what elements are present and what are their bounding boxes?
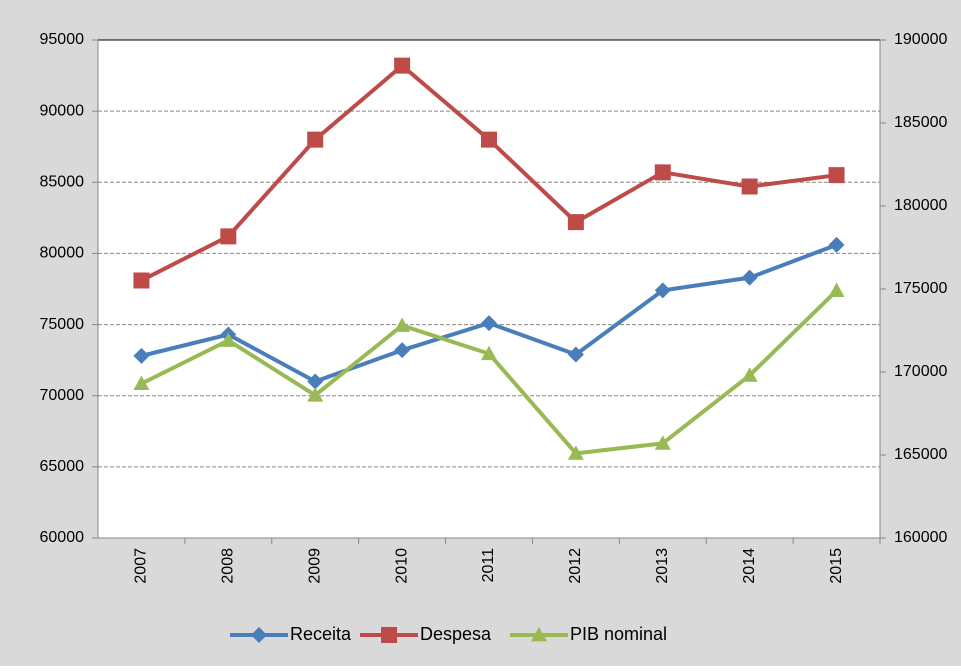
x-tick-label: 2007 bbox=[133, 548, 150, 584]
data-point bbox=[481, 131, 497, 148]
data-point bbox=[307, 387, 324, 402]
data-point bbox=[133, 375, 150, 391]
plot-area bbox=[98, 40, 880, 538]
data-point bbox=[133, 272, 150, 289]
x-tick-label: 2014 bbox=[741, 548, 758, 584]
data-point bbox=[828, 236, 845, 253]
y2-tick-label: 185000 bbox=[894, 114, 947, 131]
data-point bbox=[567, 445, 584, 460]
y2-tick-label: 190000 bbox=[894, 31, 947, 48]
legend-marker bbox=[381, 627, 397, 643]
data-point bbox=[741, 367, 758, 382]
legend-marker bbox=[531, 627, 547, 642]
data-point bbox=[133, 347, 150, 364]
legend-label: Despesa bbox=[420, 624, 492, 644]
y2-tick-label: 170000 bbox=[894, 363, 947, 380]
data-point bbox=[828, 167, 845, 184]
data-point bbox=[481, 315, 497, 332]
data-point bbox=[394, 342, 411, 359]
y2-tick-label: 160000 bbox=[894, 529, 947, 546]
y2-tick-label: 165000 bbox=[894, 446, 947, 463]
data-point bbox=[741, 269, 758, 286]
data-point bbox=[220, 332, 237, 347]
x-tick-label: 2015 bbox=[828, 548, 845, 584]
x-tick-label: 2011 bbox=[480, 548, 497, 583]
data-point bbox=[307, 373, 324, 390]
x-tick-label: 2013 bbox=[654, 548, 671, 584]
y2-tick-label: 175000 bbox=[894, 280, 947, 297]
y-tick-label: 60000 bbox=[40, 529, 85, 546]
legend-marker bbox=[251, 627, 267, 643]
legend-label: Receita bbox=[290, 624, 352, 644]
data-point bbox=[394, 317, 411, 332]
y-tick-label: 75000 bbox=[40, 316, 85, 333]
data-point bbox=[394, 57, 411, 74]
data-point bbox=[828, 282, 845, 298]
x-tick-label: 2008 bbox=[220, 548, 237, 584]
data-point bbox=[654, 282, 671, 299]
data-point bbox=[654, 164, 671, 181]
y-tick-label: 85000 bbox=[40, 174, 85, 191]
y-tick-label: 95000 bbox=[40, 31, 85, 48]
data-point bbox=[567, 214, 584, 231]
data-point bbox=[654, 435, 671, 450]
data-point bbox=[481, 345, 497, 361]
data-point bbox=[220, 228, 237, 245]
x-tick-label: 2012 bbox=[567, 548, 584, 584]
legend-label: PIB nominal bbox=[570, 624, 667, 644]
y-tick-label: 65000 bbox=[40, 458, 85, 475]
y-tick-label: 70000 bbox=[40, 387, 85, 404]
data-point bbox=[741, 178, 758, 195]
y-tick-label: 80000 bbox=[40, 245, 85, 262]
x-tick-label: 2009 bbox=[306, 548, 323, 584]
y-tick-label: 90000 bbox=[40, 102, 85, 119]
x-tick-label: 2010 bbox=[393, 548, 410, 584]
data-point bbox=[307, 131, 324, 148]
y2-tick-label: 180000 bbox=[894, 197, 947, 214]
data-point bbox=[567, 346, 584, 363]
